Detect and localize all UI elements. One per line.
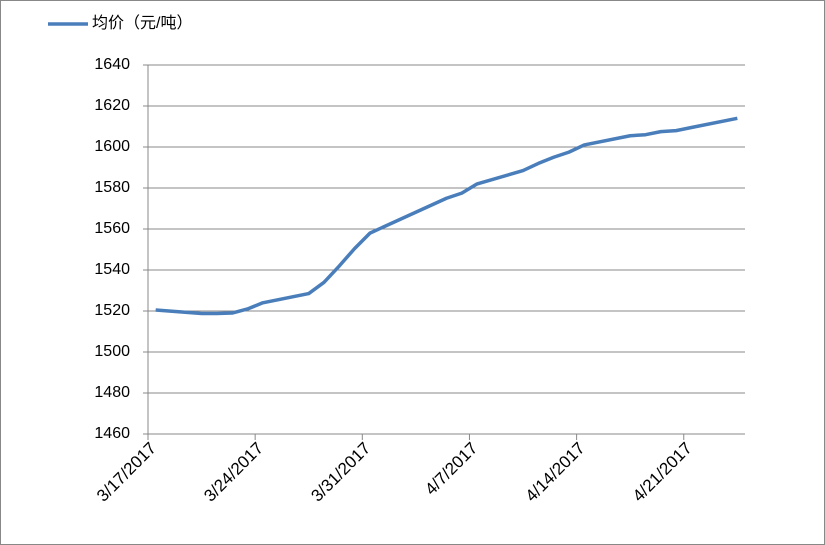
y-tick-label: 1460 — [94, 425, 130, 442]
y-tick-label: 1500 — [94, 343, 130, 360]
y-tick-label: 1560 — [94, 220, 130, 237]
y-tick-label: 1480 — [94, 384, 130, 401]
y-tick-label: 1620 — [94, 97, 130, 114]
y-tick-label: 1600 — [94, 138, 130, 155]
y-tick-label: 1640 — [94, 56, 130, 73]
data-line — [155, 116, 738, 316]
y-tick-label: 1580 — [94, 179, 130, 196]
legend-label: 均价（元/吨） — [92, 14, 192, 32]
y-tick-label: 1520 — [94, 302, 130, 319]
y-tick-label: 1540 — [94, 261, 130, 278]
